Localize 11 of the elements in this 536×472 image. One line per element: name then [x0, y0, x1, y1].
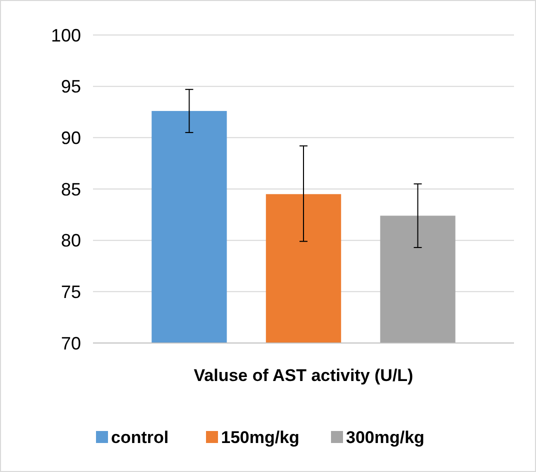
legend-label: control [111, 428, 169, 447]
x-axis-title: Valuse of AST activity (U/L) [194, 366, 414, 385]
y-tick-label: 80 [60, 230, 81, 251]
y-tick-label: 70 [60, 333, 81, 354]
legend-label: 150mg/kg [221, 428, 300, 447]
y-tick-label: 75 [60, 282, 81, 302]
legend-label: 300mg/kg [346, 428, 424, 447]
y-tick-label: 85 [60, 179, 81, 200]
y-tick-label: 100 [50, 25, 81, 46]
y-tick-label: 90 [60, 128, 81, 148]
y-tick-label: 95 [60, 76, 81, 97]
